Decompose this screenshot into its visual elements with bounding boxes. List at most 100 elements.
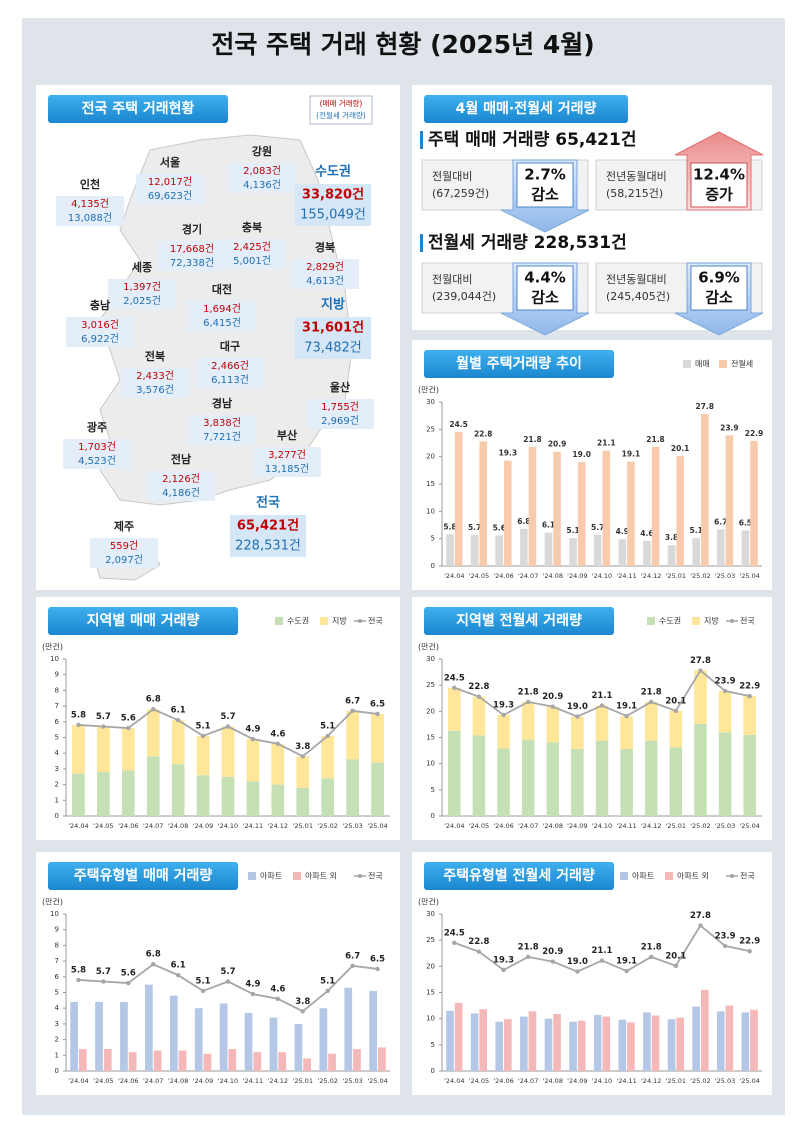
line-marker bbox=[375, 966, 380, 972]
y-tick-label: 20 bbox=[426, 707, 435, 715]
bar bbox=[520, 1016, 528, 1071]
x-tick-label: '24.06 bbox=[118, 1077, 138, 1085]
chart: 지역별 매매 거래량 수도권 지방 전국 (만건) 0 1 2 3 4 5 6 7 8 9 10 '24.04 '… bbox=[36, 597, 400, 840]
line-marker bbox=[501, 967, 506, 973]
line-marker bbox=[599, 958, 605, 963]
y-tick-label: 7 bbox=[55, 702, 59, 710]
x-tick-label: '25.02 bbox=[690, 572, 710, 580]
bar bbox=[741, 1012, 750, 1071]
bar bbox=[97, 772, 110, 816]
bar bbox=[718, 690, 732, 733]
bar bbox=[171, 764, 185, 816]
data-label: 19.1 bbox=[622, 450, 641, 459]
y-tick-label: 6 bbox=[55, 973, 60, 981]
bar bbox=[294, 1023, 303, 1071]
bar bbox=[593, 1015, 602, 1071]
bar bbox=[602, 1016, 611, 1071]
y-tick-label: 10 bbox=[50, 655, 59, 663]
x-tick-label: '24.07 bbox=[518, 822, 538, 830]
bar bbox=[472, 735, 486, 816]
line-marker bbox=[747, 948, 752, 954]
x-tick-label: '25.04 bbox=[739, 572, 759, 580]
region-sale: 3,016건 bbox=[81, 319, 119, 331]
data-label: 27.8 bbox=[690, 656, 711, 666]
bar bbox=[528, 1011, 537, 1071]
bar bbox=[620, 716, 633, 750]
bar bbox=[78, 1049, 87, 1071]
legend-label: 지방 bbox=[704, 616, 719, 626]
line-marker bbox=[673, 963, 679, 969]
chart: 주택유형별 전월세 거래량 아파트 아파트 외 전국 (만건) 0 5 10 15 20 25 30 '… bbox=[412, 852, 772, 1095]
y-tick-label: 8 bbox=[55, 941, 59, 949]
legend-swatch bbox=[320, 617, 328, 625]
x-tick-label: '24.09 bbox=[193, 822, 213, 830]
x-tick-label: '24.06 bbox=[493, 1077, 513, 1085]
rate: 6.9% bbox=[698, 269, 740, 287]
bar bbox=[171, 720, 185, 765]
legend-label: 아파트 bbox=[260, 871, 282, 881]
region-sale: 2,466건 bbox=[211, 360, 249, 372]
line-marker bbox=[200, 733, 206, 739]
line-marker bbox=[225, 724, 231, 729]
region-rent: 13,088건 bbox=[68, 212, 112, 224]
line-marker bbox=[525, 954, 531, 960]
bar bbox=[618, 539, 627, 566]
data-label: 5.1 bbox=[196, 721, 211, 731]
line-marker bbox=[325, 733, 330, 739]
line-marker bbox=[126, 725, 131, 731]
y-tick-label: 1 bbox=[55, 1051, 59, 1059]
bar bbox=[246, 781, 260, 816]
region-rent: 5,001건 bbox=[233, 255, 271, 267]
x-tick-label: '24.05 bbox=[469, 1077, 489, 1085]
bar bbox=[716, 529, 725, 566]
data-label: 3.8 bbox=[295, 742, 310, 752]
x-tick-label: '24.09 bbox=[567, 822, 587, 830]
y-tick-label: 5 bbox=[431, 786, 435, 794]
bar bbox=[618, 1019, 627, 1071]
y-tick-label: 25 bbox=[426, 681, 435, 689]
x-tick-label: '24.11 bbox=[243, 822, 263, 830]
bar bbox=[520, 528, 528, 566]
region-box bbox=[63, 439, 131, 469]
bar bbox=[743, 734, 756, 816]
x-tick-label: '24.06 bbox=[118, 822, 138, 830]
data-label: 23.9 bbox=[715, 931, 736, 941]
y-tick-label: 6 bbox=[55, 718, 60, 726]
bar bbox=[244, 1012, 253, 1071]
legend-marker bbox=[730, 874, 734, 878]
legend-label: 전월세 bbox=[731, 359, 753, 369]
rate-box bbox=[690, 265, 748, 311]
summary-rent: 73,482건 bbox=[304, 341, 361, 356]
x-tick-label: '24.06 bbox=[493, 822, 513, 830]
line-marker bbox=[151, 962, 156, 967]
bar bbox=[344, 987, 353, 1071]
region-name: 서울 bbox=[160, 155, 180, 169]
rate-box bbox=[690, 162, 748, 208]
data-label: 22.9 bbox=[739, 937, 760, 947]
x-tick-label: '24.12 bbox=[641, 1077, 661, 1085]
chart: 주택유형별 매매 거래량 아파트 아파트 외 전국 (만건) 0 1 2 3 4 5 6 7 8 9 10 '2… bbox=[36, 852, 400, 1095]
x-tick-label: '24.05 bbox=[469, 822, 489, 830]
data-label: 21.8 bbox=[518, 687, 539, 697]
region-sale: 12,017건 bbox=[148, 176, 192, 188]
summary-rent: 155,049건 bbox=[300, 208, 366, 223]
chart-title-pill bbox=[48, 607, 238, 635]
bar bbox=[246, 739, 260, 782]
data-label: 3.8 bbox=[665, 533, 678, 542]
bar bbox=[121, 770, 135, 816]
bar bbox=[321, 735, 335, 779]
bar bbox=[643, 540, 651, 566]
line-marker bbox=[76, 722, 81, 728]
bar bbox=[497, 748, 510, 816]
x-tick-label: '24.06 bbox=[493, 572, 513, 580]
region-sale: 2,083건 bbox=[243, 165, 281, 177]
summary-title: 4월 매매·전월세 거래량 bbox=[456, 100, 597, 117]
bar bbox=[470, 1013, 479, 1071]
bar bbox=[750, 440, 758, 566]
x-tick-label: '25.04 bbox=[739, 1077, 759, 1085]
y-axis-label: (만건) bbox=[42, 642, 63, 652]
map-legend-rent: (전월세 거래량) bbox=[316, 110, 366, 120]
data-label: 20.9 bbox=[542, 947, 563, 957]
y-tick-label: 0 bbox=[431, 812, 435, 820]
